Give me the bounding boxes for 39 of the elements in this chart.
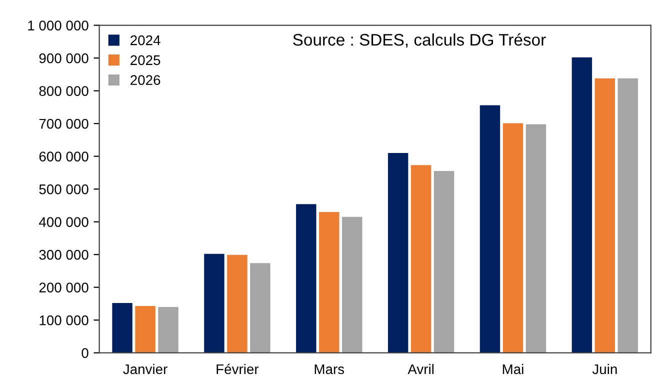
- bar: [250, 263, 270, 353]
- legend-label: 2026: [130, 75, 160, 85]
- legend-label: 2024: [130, 35, 160, 46]
- x-tick-label: Avril: [408, 364, 434, 374]
- bar: [526, 124, 546, 353]
- y-tick-label: 900 000: [39, 53, 88, 64]
- bar: [502, 123, 524, 353]
- bar: [204, 254, 224, 353]
- bar: [594, 78, 616, 353]
- y-tick-label: 0: [82, 348, 88, 358]
- bar: [480, 105, 500, 353]
- bar: [227, 254, 248, 353]
- bar: [618, 78, 638, 353]
- bar: [112, 303, 132, 353]
- bar: [158, 306, 178, 353]
- bar: [410, 165, 432, 353]
- x-tick-label: Février: [216, 364, 259, 374]
- bar: [388, 153, 408, 353]
- bar: [342, 216, 362, 353]
- y-tick-label: 800 000: [39, 86, 88, 96]
- bar: [319, 212, 340, 353]
- y-tick-label: 1 000 000: [28, 20, 88, 30]
- x-tick-label: Janvier: [123, 364, 168, 374]
- x-tick-label: Mars: [314, 364, 344, 374]
- bar: [572, 57, 592, 353]
- bar: [296, 204, 316, 353]
- y-tick-label: 100 000: [40, 315, 88, 326]
- legend-label: 2025: [130, 55, 160, 66]
- annotation: Source : SDES, calculs DG Trésor: [293, 33, 546, 48]
- x-tick-label: Juin: [592, 364, 617, 374]
- y-tick-label: 200 000: [39, 282, 88, 292]
- y-tick-label: 400 000: [39, 217, 88, 227]
- y-tick-label: 500 000: [39, 184, 88, 194]
- x-tick-label: Mai: [502, 364, 524, 374]
- y-tick-label: 300 000: [39, 250, 88, 260]
- bar: [434, 171, 454, 353]
- bar: [135, 306, 156, 353]
- y-tick-label: 600 000: [39, 152, 88, 162]
- y-tick-label: 700 000: [39, 118, 88, 129]
